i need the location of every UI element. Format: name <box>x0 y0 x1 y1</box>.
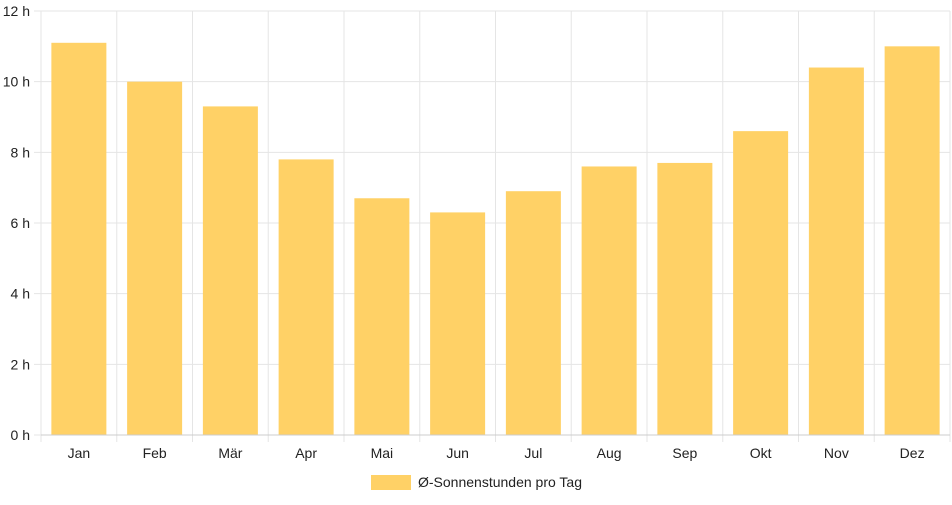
bar-dez[interactable] <box>884 46 940 435</box>
x-tick-label: Okt <box>750 445 772 461</box>
x-tick-label: Dez <box>900 445 925 461</box>
x-axis-tick-labels: Jan Feb Mär Apr Mai Jun Jul Aug Sep Okt Nov Dez <box>68 445 925 461</box>
x-tick-label: Mai <box>371 445 394 461</box>
x-tick-label: Jun <box>446 445 469 461</box>
bar-apr[interactable] <box>278 159 334 435</box>
bar-nov[interactable] <box>808 67 864 436</box>
y-axis-tick-labels: 0 h 2 h 4 h 6 h 8 h 10 h 12 h <box>3 3 30 443</box>
bar-feb[interactable] <box>127 81 183 436</box>
x-tick-label: Sep <box>672 445 697 461</box>
x-tick-label: Jan <box>68 445 91 461</box>
bar-mai[interactable] <box>354 198 410 435</box>
bar-mär[interactable] <box>202 106 258 436</box>
legend-label: Ø-Sonnenstunden pro Tag <box>418 474 582 490</box>
y-tick-label: 0 h <box>11 427 30 443</box>
x-tick-label: Aug <box>597 445 622 461</box>
x-tick-label: Nov <box>824 445 849 461</box>
bar-jun[interactable] <box>430 212 486 435</box>
y-tick-label: 8 h <box>11 144 30 160</box>
x-tick-label: Apr <box>295 445 317 461</box>
x-tick-label: Jul <box>524 445 542 461</box>
legend[interactable]: Ø-Sonnenstunden pro Tag <box>371 474 582 490</box>
x-tick-label: Feb <box>143 445 167 461</box>
y-tick-label: 12 h <box>3 3 30 19</box>
bar-jan[interactable] <box>51 42 107 436</box>
bars <box>51 42 940 436</box>
legend-swatch <box>371 475 411 490</box>
x-tick-label: Mär <box>218 445 242 461</box>
y-tick-label: 6 h <box>11 215 30 231</box>
y-tick-label: 10 h <box>3 74 30 90</box>
bar-sep[interactable] <box>657 162 713 435</box>
bar-aug[interactable] <box>581 166 637 435</box>
grid-lines <box>34 10 951 442</box>
y-tick-label: 2 h <box>11 356 30 372</box>
y-tick-label: 4 h <box>11 286 30 302</box>
bar-okt[interactable] <box>733 131 789 435</box>
bar-jul[interactable] <box>505 191 561 435</box>
